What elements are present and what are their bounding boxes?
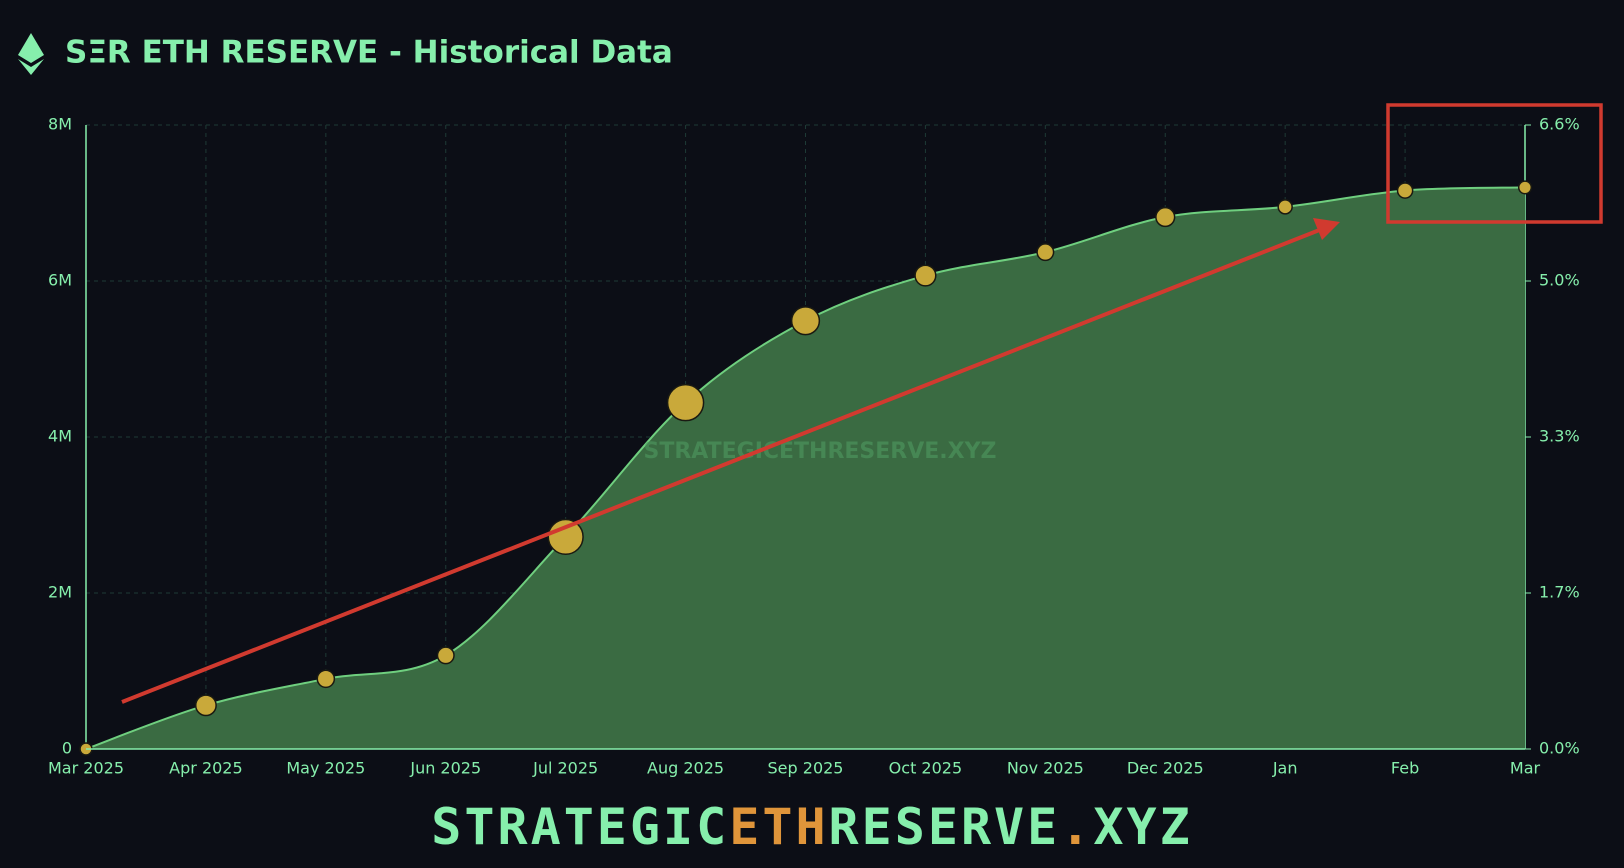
y-tick-label: 6M <box>48 271 72 290</box>
y2-tick-label: 5.0% <box>1539 271 1580 290</box>
footer-part: RESERVE <box>829 798 1061 856</box>
y-tick-label: 2M <box>48 583 72 602</box>
data-point <box>666 383 705 422</box>
x-tick-label: Jun 2025 <box>409 759 481 778</box>
x-tick-label: Jan <box>1272 759 1298 778</box>
x-tick-label: Oct 2025 <box>889 759 962 778</box>
x-tick-label: Apr 2025 <box>169 759 242 778</box>
data-point <box>1036 243 1055 262</box>
page-title: SΞR ETH RESERVE - Historical Data <box>65 35 673 71</box>
y-tick-label: 0 <box>62 739 72 758</box>
footer-brand: STRATEGICETHRESERVE.XYZ <box>431 798 1192 856</box>
data-point <box>1396 182 1414 199</box>
y2-tick-label: 1.7% <box>1539 583 1580 602</box>
data-point <box>1155 206 1176 228</box>
x-tick-label: Feb <box>1391 759 1419 778</box>
highlight-box <box>1386 103 1603 224</box>
data-point <box>1517 180 1533 195</box>
watermark: STRATEGICETHRESERVE.XYZ <box>643 439 996 464</box>
x-tick-label: Mar <box>1510 759 1541 778</box>
x-tick-label: May 2025 <box>286 759 365 778</box>
data-point <box>914 264 937 287</box>
y2-tick-label: 6.6% <box>1539 115 1580 134</box>
data-point <box>1277 199 1293 215</box>
data-point <box>547 518 584 555</box>
footer-part: STRATEGIC <box>431 798 729 856</box>
annotation-arrow <box>121 218 1340 704</box>
footer-part: ETH <box>729 798 828 856</box>
data-point <box>436 646 455 665</box>
data-point <box>790 306 821 336</box>
x-tick-label: Mar 2025 <box>48 759 124 778</box>
y-tick-label: 8M <box>48 115 72 134</box>
plot: 0 2M 4M 6M 8M 0.0% 1.7% 3.3% 5.0% 6.6% Mar 2025 Apr… <box>48 115 1580 778</box>
y2-tick-label: 3.3% <box>1539 427 1580 446</box>
area <box>86 187 1525 749</box>
y2-tick-label: 0.0% <box>1539 739 1580 758</box>
data-point <box>194 694 217 717</box>
x-tick-label: Dec 2025 <box>1127 759 1204 778</box>
footer-part: XYZ <box>1093 798 1192 856</box>
data-point <box>316 669 336 689</box>
footer-part: . <box>1060 798 1093 856</box>
x-tick-label: Nov 2025 <box>1007 759 1084 778</box>
y-tick-label: 4M <box>48 427 72 446</box>
x-tick-label: Aug 2025 <box>647 759 724 778</box>
x-tick-label: Sep 2025 <box>768 759 844 778</box>
x-tick-label: Jul 2025 <box>532 759 598 778</box>
eth-logo <box>18 33 44 75</box>
